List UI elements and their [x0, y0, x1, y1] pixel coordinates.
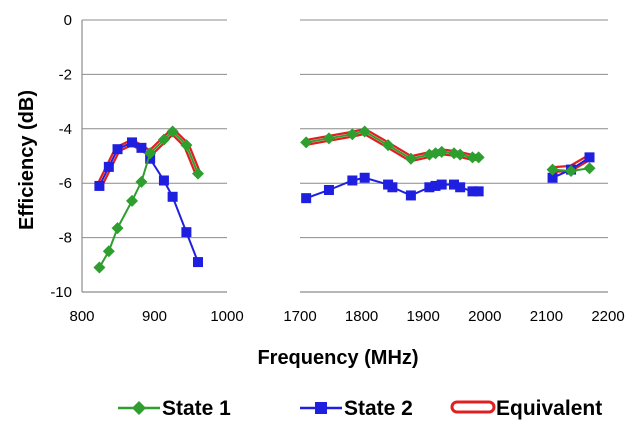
state-1-point [472, 151, 485, 164]
x-tick-label: 1800 [345, 308, 378, 325]
state-2-point [584, 152, 595, 163]
x-tick-label: 2100 [530, 308, 563, 325]
state-1-point [466, 151, 479, 164]
state-1-point [546, 163, 559, 176]
legend-label-state-1: State 1 [162, 397, 231, 420]
state-2-point [473, 186, 484, 197]
x-tick-label: 1900 [407, 308, 440, 325]
grid-layer [82, 19, 608, 239]
x-tick-label: 900 [142, 308, 167, 325]
state-1-point [126, 194, 139, 207]
state-2-point [449, 179, 459, 190]
state-2-point [436, 179, 447, 190]
state-1-point [404, 152, 417, 165]
state-2-point [167, 191, 178, 202]
state-1-point [322, 132, 335, 145]
state-1-point [180, 139, 193, 152]
state-2-point [424, 182, 435, 193]
state-2-point [387, 182, 398, 193]
state-2-point [112, 144, 123, 155]
x-axis-title: Frequency (MHz) [257, 347, 418, 369]
state-1-point [435, 145, 448, 158]
state-2-point [181, 227, 192, 238]
y-tick-label: -6 [59, 175, 72, 192]
state-2-point [547, 172, 558, 183]
y-tick-label: -10 [50, 284, 72, 301]
y-tick-label: 0 [64, 12, 72, 29]
state-1-point [135, 175, 148, 188]
x-tick-label: 2200 [591, 308, 624, 325]
state-1-point [144, 147, 157, 160]
state-2-point [359, 172, 370, 183]
state-1-point [111, 222, 124, 235]
x-tick-label: 800 [69, 308, 94, 325]
state-2-point [103, 161, 114, 172]
state-1-point [382, 139, 395, 152]
legend-label-state-2: State 2 [344, 397, 413, 420]
state-1-point [300, 136, 313, 149]
legend-marker-state-2 [315, 402, 327, 414]
legend-marker-state-1 [132, 401, 146, 415]
state-2-point [158, 175, 169, 186]
legend-swatch-equivalent [450, 400, 496, 414]
y-tick-label: -8 [59, 230, 72, 247]
legend-item-state-2: State 2 [300, 397, 413, 420]
state-1-point [102, 245, 115, 258]
x-tick-label: 1700 [283, 308, 316, 325]
y-tick-label: -2 [59, 66, 72, 83]
legend-item-equivalent: Equivalent [450, 397, 602, 420]
state-2-point [323, 185, 334, 195]
state-2-point [430, 180, 441, 191]
state-1-point [454, 148, 467, 161]
axes-layer [81, 20, 608, 293]
state-2-point [405, 190, 416, 201]
state-2-point [347, 175, 358, 186]
state-2-point [455, 182, 466, 193]
y-tick-label: -4 [59, 121, 72, 138]
state-1-point [166, 125, 179, 138]
state-2-point [136, 142, 147, 153]
state-1-point [157, 133, 170, 146]
state-1-point [565, 164, 578, 177]
legend: State 1 State 2 Equivalent [118, 397, 602, 420]
state-2-point [127, 137, 138, 148]
state-2-point [467, 186, 478, 197]
state-1-line [98, 130, 199, 268]
state-2-point [193, 257, 203, 268]
state-1-point [583, 162, 596, 175]
tick-labels: 0 -2 -4 -6 -8 -10 800 900 1000 1700 1800 1900 2000 21… [50, 12, 624, 325]
state-1-point [93, 261, 106, 274]
series-layer [93, 125, 596, 274]
state-2-point [301, 193, 312, 204]
legend-item-state-1: State 1 [118, 397, 231, 420]
state-1-point [192, 167, 204, 180]
x-tick-label: 2000 [468, 308, 501, 325]
state-2-point [94, 180, 105, 191]
state-1-point [358, 125, 371, 138]
x-tick-label: 1000 [210, 308, 243, 325]
legend-label-equivalent: Equivalent [496, 397, 602, 420]
state-1-point [346, 128, 359, 141]
y-axis-title: Efficiency (dB) [16, 90, 38, 230]
